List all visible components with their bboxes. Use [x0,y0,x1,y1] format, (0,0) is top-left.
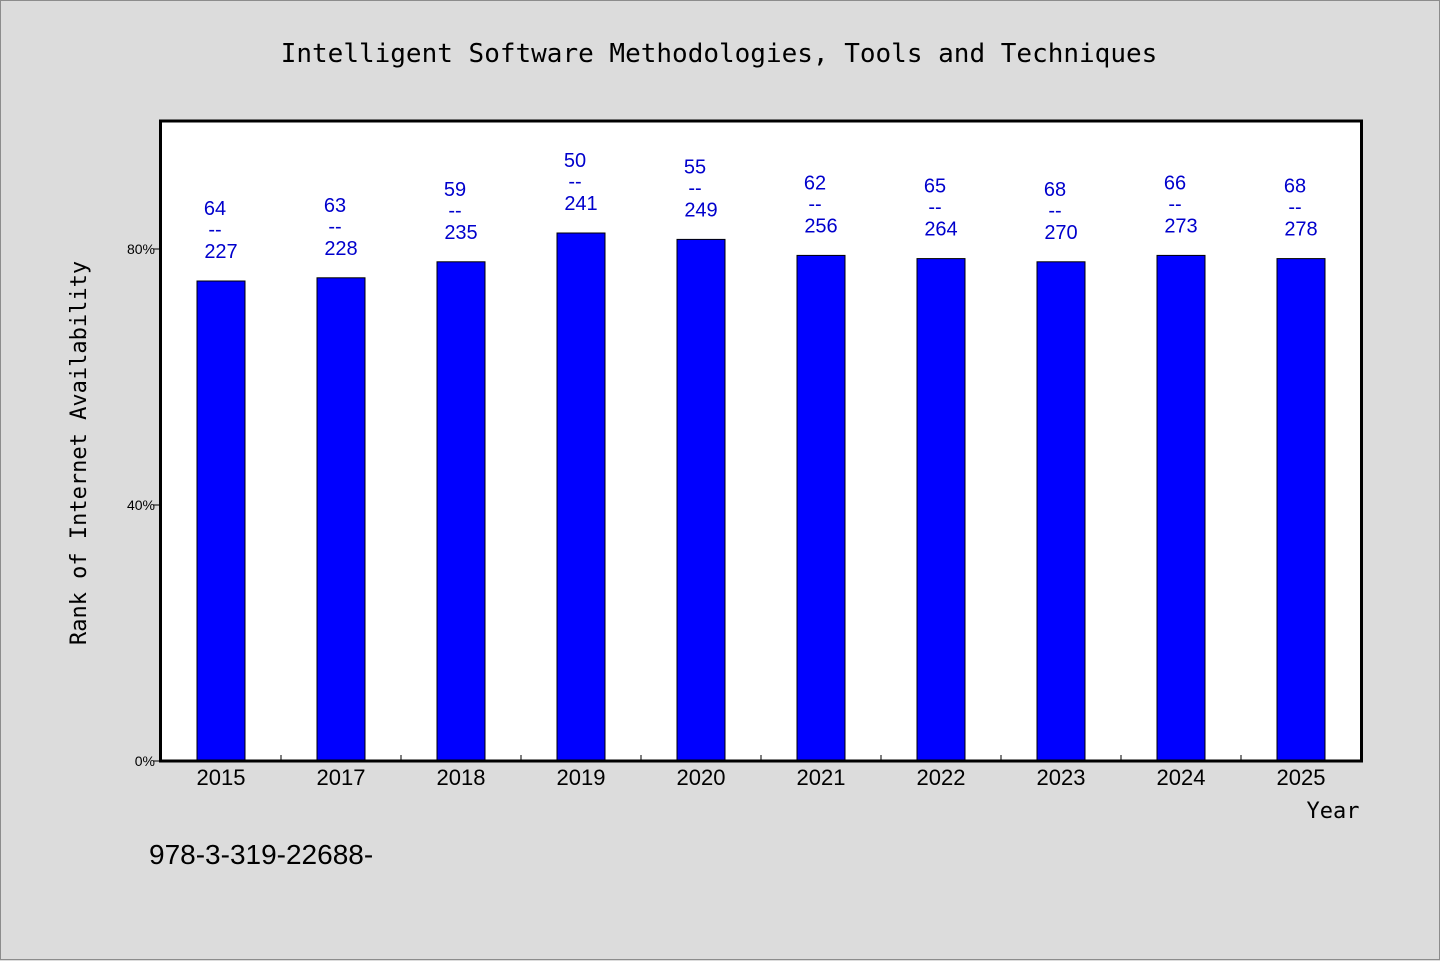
data-label-top: 50 [564,150,586,172]
data-label-bottom: 273 [1164,215,1197,237]
data-label-separator: -- [1048,200,1061,222]
data-label-bottom: 241 [564,193,597,215]
data-label-separator: -- [208,219,221,241]
data-label-bottom: 278 [1284,219,1317,241]
data-label-separator: -- [1288,197,1301,219]
bar [436,261,486,762]
x-tick-label: 2021 [797,765,846,790]
data-label-bottom: 227 [204,241,237,263]
x-axis: 2015 2017 2018 2019 2020 2021 2022 2023 2024 2025 [197,755,1326,790]
data-label-bottom: 228 [324,238,357,260]
data-label-bottom: 249 [684,199,717,221]
bar [796,254,846,762]
x-tick-label: 2015 [197,765,246,790]
data-label-top: 68 [1044,179,1066,201]
bar [1036,261,1086,762]
x-axis-label: Year [1307,799,1360,824]
data-label-top: 65 [924,176,946,198]
data-label-top: 55 [684,156,706,178]
y-axis: 0% 40% 80% [127,241,161,769]
y-tick-label: 40% [127,497,155,513]
bar [1156,254,1206,762]
bar [196,280,246,762]
x-tick-label: 2025 [1277,765,1326,790]
data-label-separator: -- [328,216,341,238]
bar [916,258,966,762]
data-label-bottom: 270 [1044,222,1077,244]
x-tick-label: 2024 [1157,765,1206,790]
data-label-bottom: 256 [804,215,837,237]
data-label-top: 62 [804,172,826,194]
bar [676,238,726,762]
bar [316,277,366,762]
x-tick-label: 2018 [437,765,486,790]
bars [196,232,1326,762]
bar [1276,258,1326,762]
x-tick-label: 2023 [1037,765,1086,790]
y-tick-label: 80% [127,241,155,257]
data-label-top: 68 [1284,176,1306,198]
data-label-separator: -- [808,193,821,215]
bar [556,232,606,762]
data-label-top: 59 [444,179,466,201]
x-tick-label: 2017 [317,765,366,790]
data-label-top: 63 [324,195,346,217]
chart-title: Intelligent Software Methodologies, Tool… [281,39,1158,69]
data-label-separator: -- [448,200,461,222]
y-tick-label: 0% [135,753,155,769]
data-label-bottom: 235 [444,222,477,244]
data-label-separator: -- [688,177,701,199]
data-label-separator: -- [1168,193,1181,215]
data-label-top: 64 [204,198,226,220]
x-tick-label: 2019 [557,765,606,790]
data-labels: 64--22763--22859--23550--24155--24962--2… [204,150,1318,263]
data-label-separator: -- [928,197,941,219]
x-tick-label: 2020 [677,765,726,790]
data-label-top: 66 [1164,172,1186,194]
plot-border [159,119,1363,763]
y-axis-label: Rank of Internet Availability [67,261,92,645]
data-label-separator: -- [568,171,581,193]
footnote-isbn: 978-3-319-22688- [149,839,373,870]
data-label-bottom: 264 [924,219,957,241]
x-tick-label: 2022 [917,765,966,790]
